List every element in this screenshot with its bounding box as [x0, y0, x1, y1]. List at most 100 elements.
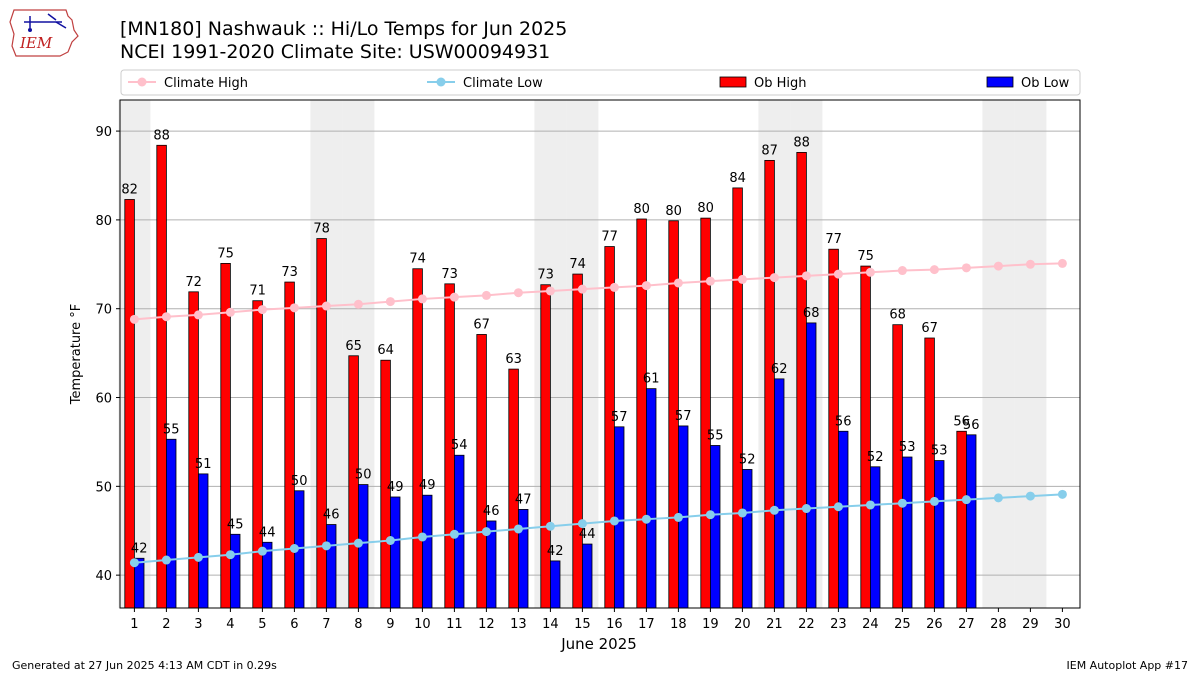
x-tick-label: 13 — [510, 617, 527, 632]
bar-value-label: 74 — [569, 257, 586, 272]
y-tick-label: 80 — [95, 214, 112, 229]
climate-low-point — [321, 541, 331, 551]
x-tick-label: 16 — [606, 617, 623, 632]
climate-high-point — [257, 305, 267, 315]
ob-high-bar — [764, 159, 775, 609]
climate-low-point — [417, 532, 427, 542]
climate-low-point — [673, 512, 683, 522]
ob-low-bar — [325, 524, 337, 609]
climate-low-point — [801, 504, 811, 514]
bar-value-label: 74 — [409, 252, 426, 267]
climate-high-point — [1025, 259, 1035, 269]
legend-label: Climate Low — [463, 76, 543, 91]
x-tick-label: 27 — [958, 617, 975, 632]
ob-low-bar — [550, 560, 561, 609]
x-tick-label: 5 — [258, 617, 266, 632]
ob-low-bar — [646, 388, 657, 609]
climate-high-point — [929, 265, 939, 275]
ob-low-bar — [389, 496, 401, 609]
ob-high-bar — [956, 430, 967, 609]
bar-value-label: 71 — [249, 284, 266, 299]
climate-low-point — [1057, 489, 1067, 499]
climate-low-point — [353, 538, 363, 548]
x-tick-label: 24 — [862, 617, 879, 632]
app-footer: IEM Autoplot App #17 — [1066, 659, 1189, 672]
climate-low-point — [705, 510, 715, 520]
x-tick-label: 15 — [574, 617, 591, 632]
climate-low-point — [289, 543, 299, 553]
ob-low-bar — [710, 445, 721, 609]
bar-value-label: 54 — [451, 438, 468, 453]
ob-high-bar — [604, 246, 615, 609]
x-tick-label: 12 — [478, 617, 495, 632]
x-tick-label: 4 — [226, 617, 234, 632]
climate-low-point — [737, 508, 747, 518]
bar-value-label: 61 — [643, 372, 660, 387]
bar-value-label: 72 — [185, 275, 202, 290]
bar-value-label: 88 — [153, 128, 170, 143]
climate-lines — [129, 258, 1067, 568]
climate-high-point — [769, 273, 779, 283]
climate-high-point — [513, 288, 523, 298]
bar-value-label: 53 — [931, 444, 948, 459]
bar-value-label: 75 — [857, 249, 874, 264]
bar-value-label: 82 — [121, 182, 138, 197]
climate-low-point — [993, 493, 1003, 503]
bar-value-label: 73 — [281, 265, 298, 280]
bar-value-label: 50 — [355, 468, 372, 483]
bar-value-label: 50 — [291, 474, 308, 489]
bar-value-label: 75 — [217, 246, 234, 261]
x-tick-label: 25 — [894, 617, 911, 632]
x-tick-label: 20 — [734, 617, 751, 632]
bar-value-label: 46 — [483, 504, 500, 519]
chart-title: [MN180] Nashwauk :: Hi/Lo Temps for Jun … — [120, 18, 568, 40]
legend-swatch — [986, 76, 1014, 88]
bar-value-label: 68 — [803, 306, 820, 321]
climate-high-point — [1057, 258, 1067, 268]
ob-high-bar — [156, 144, 167, 609]
climate-high-point — [321, 301, 331, 311]
climate-low-point — [833, 502, 843, 512]
bar-value-label: 53 — [899, 440, 916, 455]
x-tick-label: 8 — [354, 617, 362, 632]
climate-low-point — [961, 495, 971, 505]
climate-high-point — [993, 261, 1003, 271]
x-tick-label: 19 — [702, 617, 719, 632]
bar-value-label: 52 — [867, 450, 884, 465]
bar-value-label: 87 — [761, 143, 778, 158]
bars — [124, 144, 977, 609]
climate-high-point — [609, 282, 619, 292]
x-tick-label: 7 — [322, 617, 330, 632]
climate-high-point — [897, 266, 907, 276]
x-tick-label: 23 — [830, 617, 847, 632]
climate-high-point — [385, 297, 395, 307]
ob-high-bar — [732, 187, 743, 609]
climate-high-point — [161, 312, 171, 322]
climate-low-point — [449, 529, 459, 539]
bar-value-label: 56 — [835, 414, 852, 429]
ob-high-bar — [636, 218, 647, 609]
legend: Climate High Climate Low Ob High Ob Low — [120, 69, 1081, 96]
climate-high-point — [545, 286, 555, 296]
ob-high-bar — [540, 284, 551, 609]
bar-value-label: 88 — [793, 135, 810, 150]
bar-value-label: 49 — [387, 480, 404, 495]
x-tick-label: 28 — [990, 617, 1007, 632]
bar-value-label: 80 — [665, 204, 682, 219]
climate-low-point — [865, 500, 875, 510]
ob-low-bar — [838, 430, 849, 609]
bar-value-label: 80 — [633, 202, 650, 217]
climate-high-point — [705, 276, 715, 286]
ob-low-bar — [902, 456, 913, 609]
bar-value-label: 49 — [419, 478, 436, 493]
ob-high-bar — [316, 238, 327, 609]
ob-low-bar — [870, 466, 881, 609]
bar-value-label: 55 — [707, 428, 724, 443]
climate-high-point — [193, 310, 203, 320]
climate-high-point — [417, 294, 427, 304]
weekend-band — [982, 100, 1015, 608]
climate-low-point — [929, 496, 939, 506]
legend-marker — [137, 77, 147, 87]
